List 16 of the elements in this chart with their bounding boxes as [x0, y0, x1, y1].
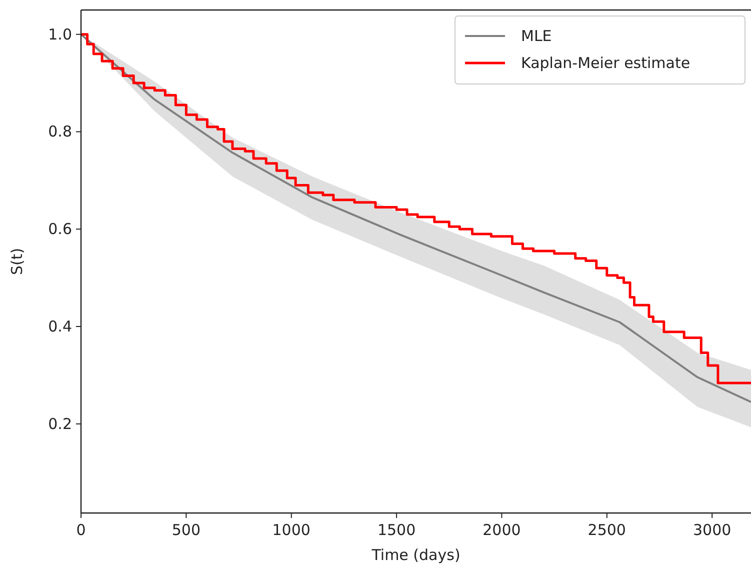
x-tick-label: 1000 [272, 521, 310, 539]
x-tick-label: 1500 [377, 521, 416, 539]
x-tick-label: 0 [76, 521, 86, 539]
legend-label: Kaplan-Meier estimate [521, 54, 690, 72]
x-tick-label: 3000 [692, 521, 732, 539]
x-tick-label: 2500 [588, 521, 626, 539]
y-tick-label: 1.0 [48, 25, 72, 44]
y-tick-label: 0.6 [48, 220, 72, 238]
y-axis-title: S(t) [8, 248, 26, 276]
x-axis-title: Time (days) [370, 546, 460, 564]
legend-label: MLE [521, 27, 552, 45]
y-tick-label: 0.2 [48, 414, 72, 433]
x-tick-label: 500 [172, 521, 200, 539]
x-tick-label: 2000 [482, 521, 521, 539]
y-tick-label: 0.8 [48, 122, 72, 141]
y-tick-label: 0.4 [48, 318, 72, 336]
